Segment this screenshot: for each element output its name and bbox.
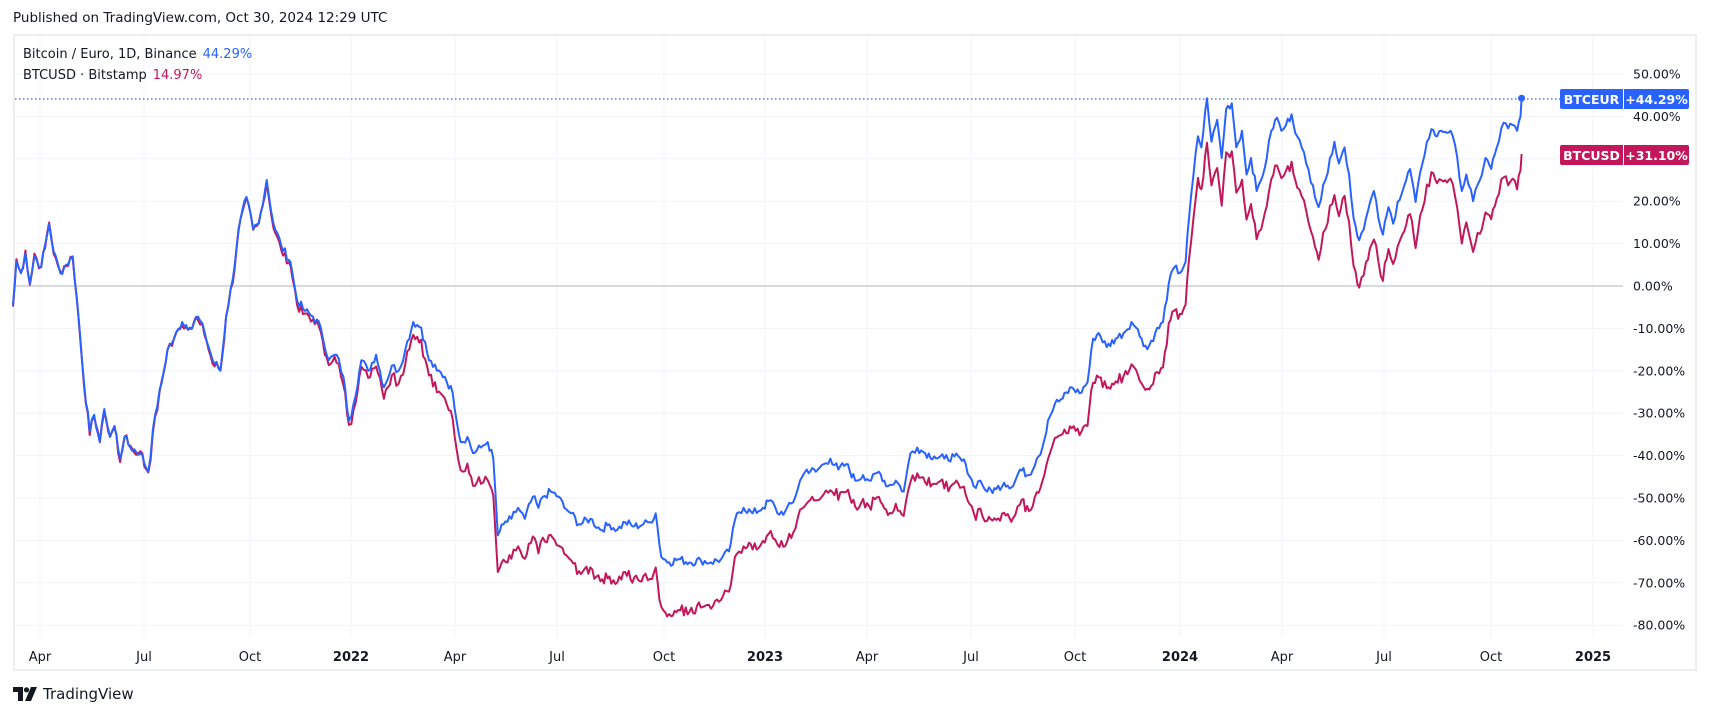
legend-label: BTCUSD · Bitstamp: [23, 68, 147, 83]
price-axis-label: 40.00%: [1633, 109, 1681, 124]
time-axis-label: Apr: [1271, 650, 1294, 665]
time-axis-label: Oct: [1064, 650, 1086, 665]
brand-name: TradingView: [43, 685, 134, 703]
chart-frame: [13, 34, 1697, 671]
legend-item-btcusd[interactable]: BTCUSD · Bitstamp 14.97%: [23, 65, 252, 86]
last-point-marker: [1518, 94, 1526, 102]
time-axis-label: 2024: [1162, 650, 1198, 665]
legend-value: 44.29%: [202, 47, 253, 62]
time-axis-label: Oct: [1480, 650, 1502, 665]
time-axis-label: Apr: [444, 650, 467, 665]
time-axis-label: Apr: [856, 650, 879, 665]
price-tag-btcusd: BTCUSD +31.10%: [1560, 145, 1689, 165]
tradingview-logo-icon: [13, 687, 37, 701]
price-tag-value: +31.10%: [1623, 145, 1689, 165]
price-tag-symbol: BTCEUR: [1563, 91, 1620, 107]
price-tag-value: +44.29%: [1623, 89, 1689, 109]
time-axis-label: Jul: [962, 650, 979, 665]
price-axis-label: -60.00%: [1633, 533, 1685, 548]
grid-lines: [15, 36, 1623, 637]
legend-item-btceur[interactable]: Bitcoin / Euro, 1D, Binance 44.29%: [23, 44, 252, 65]
time-axis-label: 2022: [333, 650, 369, 665]
time-axis[interactable]: Apr Jul Oct 2022 Apr Jul Oct 2023 Apr Jul Oct 2024 A…: [29, 650, 1611, 665]
price-axis-label: -50.00%: [1633, 491, 1685, 506]
price-axis-label: -80.00%: [1633, 618, 1685, 633]
price-axis-label: -40.00%: [1633, 448, 1685, 463]
price-axis-label: -70.00%: [1633, 575, 1685, 590]
time-axis-label: 2023: [747, 650, 783, 665]
btcusd-series-line: [12, 141, 1523, 618]
legend-value: 14.97%: [152, 68, 203, 83]
price-axis-label: 10.00%: [1633, 236, 1681, 251]
price-tag-btceur: BTCEUR +44.29%: [1560, 89, 1689, 109]
time-axis-label: Jul: [1375, 650, 1392, 665]
legend-label: Bitcoin / Euro, 1D, Binance: [23, 47, 197, 62]
time-axis-label: Oct: [239, 650, 261, 665]
price-axis-label: -10.00%: [1633, 321, 1685, 336]
price-axis-label: -30.00%: [1633, 406, 1685, 421]
published-caption: Published on TradingView.com, Oct 30, 20…: [13, 10, 388, 26]
price-axis-label: -20.00%: [1633, 363, 1685, 378]
time-axis-label: Jul: [135, 650, 152, 665]
time-axis-label: Jul: [548, 650, 565, 665]
chart-legend: Bitcoin / Euro, 1D, Binance 44.29% BTCUSD…: [23, 44, 252, 86]
tradingview-brand[interactable]: TradingView: [13, 685, 134, 703]
price-axis-label: 50.00%: [1633, 67, 1681, 82]
time-axis-label: 2025: [1575, 650, 1611, 665]
price-tag-symbol: BTCUSD: [1563, 147, 1620, 163]
time-axis-label: Oct: [653, 650, 675, 665]
btceur-series-line: [12, 97, 1523, 567]
time-axis-label: Apr: [29, 650, 52, 665]
price-axis-label: 0.00%: [1633, 279, 1673, 294]
price-axis-label: 20.00%: [1633, 194, 1681, 209]
